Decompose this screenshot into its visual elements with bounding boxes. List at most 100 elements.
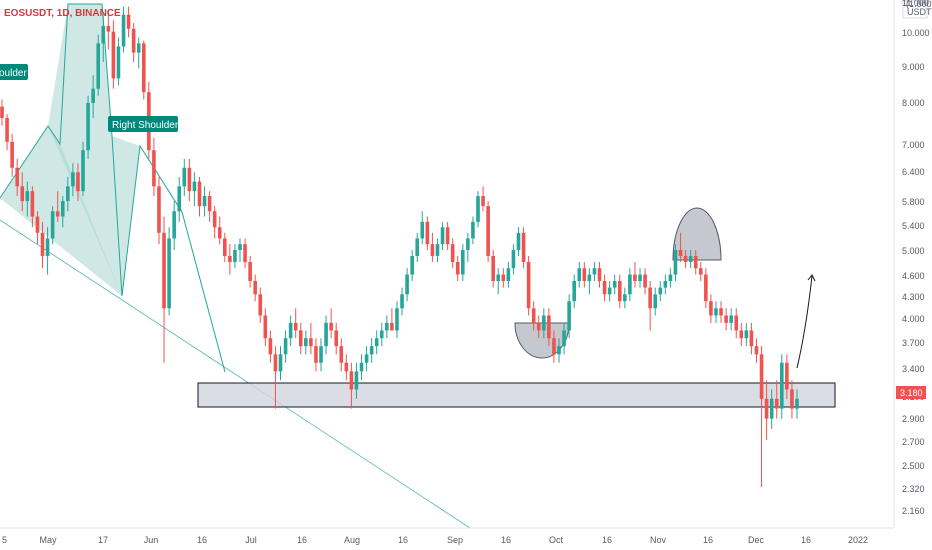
candles-group [0, 6, 799, 488]
candle-body [40, 232, 45, 256]
candle-body [126, 14, 131, 29]
candle-body [202, 196, 207, 207]
candle-body [582, 268, 587, 281]
candle-body [547, 315, 551, 339]
candle-body [121, 14, 126, 47]
candle-body [233, 249, 237, 263]
candle-body [557, 346, 561, 355]
candle-body [5, 117, 9, 142]
candle-body [653, 294, 658, 309]
candle-body [66, 186, 70, 202]
candle-body [795, 398, 799, 409]
x-tick-label: 5 [2, 535, 7, 545]
candle-body [739, 330, 744, 339]
candle-body [278, 354, 283, 372]
head-fill [48, 4, 122, 296]
candle-body [744, 330, 749, 339]
pattern-layer [0, 3, 836, 528]
candle-body [324, 322, 328, 347]
x-tick-label: Jun [144, 535, 159, 545]
price-axis[interactable]: (1.000) USDT 11.000 10.000 9.000 8.000 7.000… [893, 0, 932, 528]
candle-body [663, 280, 668, 288]
projection-arrow [796, 275, 813, 369]
candle-body [623, 294, 627, 302]
candle-body [501, 274, 506, 281]
candle-body [562, 330, 566, 347]
candle-body [385, 322, 389, 331]
y-tick-label: 2.700 [902, 437, 925, 447]
candle-body [450, 244, 455, 263]
candle-body [167, 238, 171, 309]
candle-body [10, 141, 14, 168]
candle-body [486, 206, 490, 256]
time-axis[interactable]: 5 May 17 Jun 16 Jul 16 Aug 16 Sep 16 Oct 16 Nov 16 Dec 1… [0, 527, 894, 545]
y-tick-label: 2.500 [902, 461, 925, 471]
candle-body [577, 268, 582, 281]
candle-body [20, 186, 25, 202]
candle-body [238, 244, 242, 250]
candle-body [35, 216, 40, 233]
candle-body [71, 172, 75, 187]
candle-body [749, 330, 754, 347]
candle-body [263, 315, 268, 339]
y-tick-label: 5.000 [902, 246, 925, 256]
y-tick-label: 11.000 [902, 0, 929, 8]
candle-body [774, 398, 779, 409]
candle-body [567, 301, 571, 331]
candle-body [298, 330, 303, 347]
y-tick-labels: 11.000 10.000 9.000 8.000 7.000 6.400 5.800 5.4… [902, 0, 930, 516]
candle-body [496, 274, 501, 281]
candle-body [288, 322, 293, 339]
x-tick-label: Oct [549, 535, 564, 545]
candle-body [597, 268, 602, 281]
candle-body [734, 315, 739, 331]
candle-body [648, 287, 652, 309]
left-shoulder-label: oulder [0, 64, 28, 80]
y-tick-label: 2.900 [902, 414, 925, 424]
candle-body [536, 322, 541, 331]
candle-body [364, 354, 369, 363]
candle-body [30, 191, 35, 217]
y-tick-label: 7.000 [902, 140, 925, 150]
candle-body [658, 287, 663, 295]
right-shoulder-text: Right Shoulder [112, 120, 179, 131]
candle-body [704, 274, 708, 302]
support-zone [197, 382, 836, 408]
price-unit: USDT [907, 7, 932, 17]
candle-body [248, 262, 252, 281]
candle-body [673, 249, 678, 275]
candle-body [55, 211, 60, 217]
x-tick-label: 16 [703, 535, 713, 545]
candle-body [91, 88, 95, 103]
candle-body [785, 362, 789, 390]
candle-body [15, 167, 19, 187]
candle-body [349, 371, 354, 390]
candle-body [754, 346, 759, 355]
y-tick-label: 10.000 [902, 28, 930, 38]
y-tick-label: 3.400 [902, 364, 925, 374]
candle-body [607, 287, 612, 295]
candle-body [628, 274, 632, 295]
neckline-trend [0, 219, 471, 528]
candle-body [592, 268, 597, 275]
x-tick-label: Aug [344, 535, 360, 545]
candle-body [395, 308, 399, 331]
candle-body [572, 280, 576, 302]
candle-body [136, 43, 141, 53]
candle-body [587, 274, 592, 281]
candle-body [359, 362, 364, 372]
candle-body [379, 330, 384, 339]
candle-body [410, 255, 414, 275]
candle-body [344, 362, 349, 372]
left-shoulder-text: oulder [0, 68, 27, 79]
candle-body [101, 25, 106, 44]
price-unit-multiplier: (1.000) [906, 0, 932, 9]
rounded-bottom-pattern [514, 322, 570, 359]
candle-body [106, 25, 111, 32]
x-tick-label: 2022 [848, 535, 868, 545]
candle-body [668, 274, 673, 281]
candle-body [0, 106, 4, 118]
candle-body [714, 308, 718, 316]
candle-body [633, 274, 637, 281]
